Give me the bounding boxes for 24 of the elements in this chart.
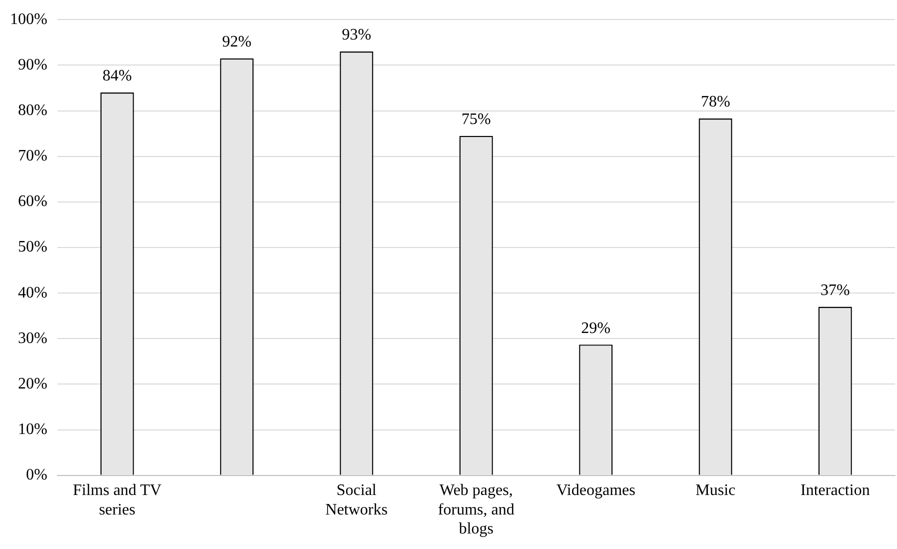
x-tick-label: Interaction: [800, 482, 870, 500]
x-tick-label: Social Networks: [325, 482, 388, 518]
x-tick-label: Web pages, forums, and blogs: [438, 482, 514, 538]
y-tick-label: 90%: [18, 56, 48, 74]
data-label: 84%: [102, 68, 132, 85]
y-tick-label: 100%: [10, 10, 48, 28]
data-label: 78%: [700, 94, 730, 111]
data-label: 93%: [342, 26, 372, 44]
y-tick-label: 0%: [26, 466, 48, 484]
data-label: 75%: [462, 111, 491, 128]
y-tick-label: 70%: [18, 148, 48, 165]
y-tick-label: 10%: [18, 421, 48, 438]
data-label: 29%: [581, 320, 610, 337]
data-label: 92%: [222, 34, 252, 51]
data-label: 37%: [820, 282, 850, 299]
x-tick-label: Videogames: [556, 482, 636, 500]
y-tick-label: 30%: [18, 330, 48, 347]
y-tick-label: 50%: [18, 238, 48, 256]
x-tick-label: Music: [696, 482, 736, 500]
x-tick-label: Films and TV series: [72, 482, 162, 518]
y-tick-label: 20%: [18, 375, 48, 392]
y-tick-label: 60%: [18, 193, 48, 210]
y-tick-label: 80%: [18, 102, 48, 119]
y-tick-label: 40%: [18, 284, 48, 302]
